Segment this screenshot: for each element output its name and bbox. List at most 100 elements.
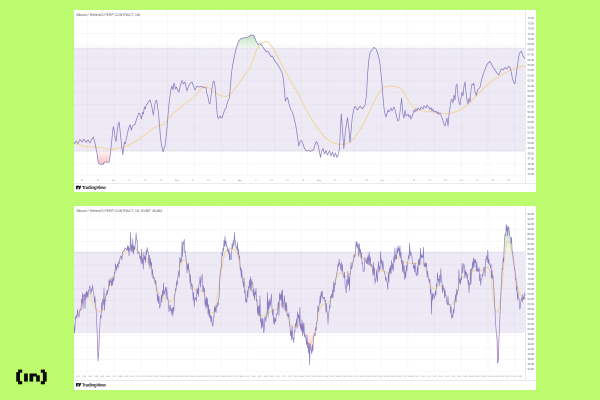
svg-text:1-01: 1-01: [76, 376, 81, 378]
svg-text:26: 26: [507, 180, 510, 182]
svg-text:5-09: 5-09: [270, 376, 275, 378]
svg-text:10-10: 10-10: [130, 376, 136, 378]
svg-text:50.00: 50.00: [528, 141, 535, 145]
svg-text:18-06: 18-06: [178, 376, 184, 378]
svg-text:60.00: 60.00: [528, 89, 535, 93]
svg-text:21-09: 21-09: [196, 376, 202, 378]
svg-text:67.00: 67.00: [528, 53, 535, 57]
svg-text:14-02: 14-02: [154, 376, 160, 378]
svg-text:74.00: 74.00: [528, 267, 535, 271]
svg-text:27-03: 27-03: [233, 376, 239, 378]
svg-text:17-01: 17-01: [511, 376, 517, 378]
svg-text:72.00: 72.00: [528, 272, 535, 276]
svg-text:TradingView: TradingView: [82, 185, 106, 190]
svg-text:6-02: 6-02: [445, 376, 450, 378]
svg-text:5: 5: [255, 180, 257, 182]
svg-text:21: 21: [428, 180, 431, 182]
svg-text:9-01: 9-01: [294, 376, 299, 378]
svg-text:27-07: 27-07: [402, 376, 408, 378]
svg-text:78.00: 78.00: [528, 257, 535, 261]
svg-text:52.00: 52.00: [528, 131, 535, 135]
svg-text:Apr: Apr: [238, 179, 242, 182]
svg-text:71.00: 71.00: [528, 32, 535, 36]
svg-text:56.00: 56.00: [528, 312, 535, 316]
svg-text:7-03: 7-03: [451, 376, 456, 378]
svg-text:1-05: 1-05: [245, 376, 250, 378]
svg-text:86.00: 86.00: [528, 237, 535, 241]
svg-text:15-03: 15-03: [160, 376, 166, 378]
svg-text:76.00: 76.00: [528, 262, 535, 266]
svg-text:14-10: 14-10: [493, 376, 499, 378]
svg-text:12: 12: [270, 180, 273, 182]
svg-text:4-12: 4-12: [433, 376, 438, 378]
svg-text:47.00: 47.00: [528, 157, 535, 161]
svg-text:4-04: 4-04: [94, 376, 99, 378]
svg-text:60.00: 60.00: [528, 302, 535, 306]
svg-text:7-07: 7-07: [112, 376, 117, 378]
svg-text:25-05: 25-05: [390, 376, 396, 378]
svg-text:12-04: 12-04: [311, 376, 317, 378]
svg-text:45.00: 45.00: [528, 167, 535, 171]
svg-text:63.00: 63.00: [528, 73, 535, 77]
svg-text:Bitcoin / TetherUS PERP CONTRA: Bitcoin / TetherUS PERP CONTRACT, 1W: [77, 13, 141, 17]
svg-text:48.00: 48.00: [528, 151, 535, 155]
svg-text:40.00: 40.00: [528, 352, 535, 356]
svg-text:Jun: Jun: [380, 180, 384, 182]
svg-text:9-05: 9-05: [463, 376, 468, 378]
svg-text:28: 28: [444, 180, 447, 182]
svg-text:25-01: 25-01: [221, 376, 227, 378]
svg-text:8-08: 8-08: [118, 376, 123, 378]
svg-text:18-02: 18-02: [517, 376, 523, 378]
svg-text:2-02: 2-02: [82, 376, 87, 378]
svg-text:19-07: 19-07: [184, 376, 190, 378]
svg-text:16-08: 16-08: [336, 376, 342, 378]
svg-text:96.00: 96.00: [528, 212, 535, 216]
svg-text:14-06: 14-06: [324, 376, 330, 378]
svg-text:17: 17: [349, 180, 352, 182]
svg-text:72.00: 72.00: [528, 27, 535, 31]
svg-text:22-10: 22-10: [202, 376, 208, 378]
svg-text:19-11: 19-11: [354, 376, 360, 378]
svg-text:3-11: 3-11: [427, 376, 432, 378]
svg-text:66.00: 66.00: [528, 287, 535, 291]
svg-text:28-04: 28-04: [239, 376, 245, 378]
svg-text:22: 22: [223, 180, 226, 182]
svg-text:68.00: 68.00: [528, 47, 535, 51]
svg-text:24: 24: [365, 180, 368, 182]
svg-text:64.00: 64.00: [528, 68, 535, 72]
svg-text:44.00: 44.00: [528, 342, 535, 346]
svg-text:26-06: 26-06: [396, 376, 402, 378]
svg-text:52.00: 52.00: [528, 322, 535, 326]
svg-text:22: 22: [160, 180, 163, 182]
svg-text:Bitcoin / TetherUS PERP CONTRA: Bitcoin / TetherUS PERP CONTRACT, 1D, BY…: [77, 209, 163, 213]
svg-text:3-07: 3-07: [257, 376, 262, 378]
svg-text:26: 26: [302, 180, 305, 182]
svg-text:38.00: 38.00: [528, 357, 535, 361]
svg-text:23-11: 23-11: [209, 376, 215, 378]
svg-text:5-05: 5-05: [100, 376, 105, 378]
svg-text:28-08: 28-08: [408, 376, 414, 378]
svg-text:57.00: 57.00: [528, 105, 535, 109]
svg-text:58.00: 58.00: [528, 307, 535, 311]
svg-text:48.00: 48.00: [528, 332, 535, 336]
svg-text:64.00: 64.00: [528, 292, 535, 296]
svg-text:2-10: 2-10: [421, 376, 426, 378]
svg-text:10-06: 10-06: [469, 376, 475, 378]
svg-text:18-10: 18-10: [348, 376, 354, 378]
svg-text:20-12: 20-12: [360, 376, 366, 378]
svg-text:14: 14: [413, 180, 416, 182]
svg-text:13-09: 13-09: [487, 376, 493, 378]
svg-text:11-11: 11-11: [136, 376, 142, 378]
svg-text:69.00: 69.00: [528, 42, 535, 46]
svg-text:42.00: 42.00: [528, 347, 535, 351]
svg-text:65.00: 65.00: [528, 63, 535, 67]
svg-text:88.00: 88.00: [528, 232, 535, 236]
svg-text:2-06: 2-06: [251, 376, 256, 378]
svg-text:1-09: 1-09: [415, 376, 420, 378]
svg-text:3-03: 3-03: [88, 376, 93, 378]
svg-text:70.00: 70.00: [528, 277, 535, 281]
svg-text:11-07: 11-07: [475, 376, 481, 378]
svg-text:44.00: 44.00: [528, 172, 535, 176]
svg-text:5-01: 5-01: [439, 376, 444, 378]
svg-text:12: 12: [476, 180, 479, 182]
